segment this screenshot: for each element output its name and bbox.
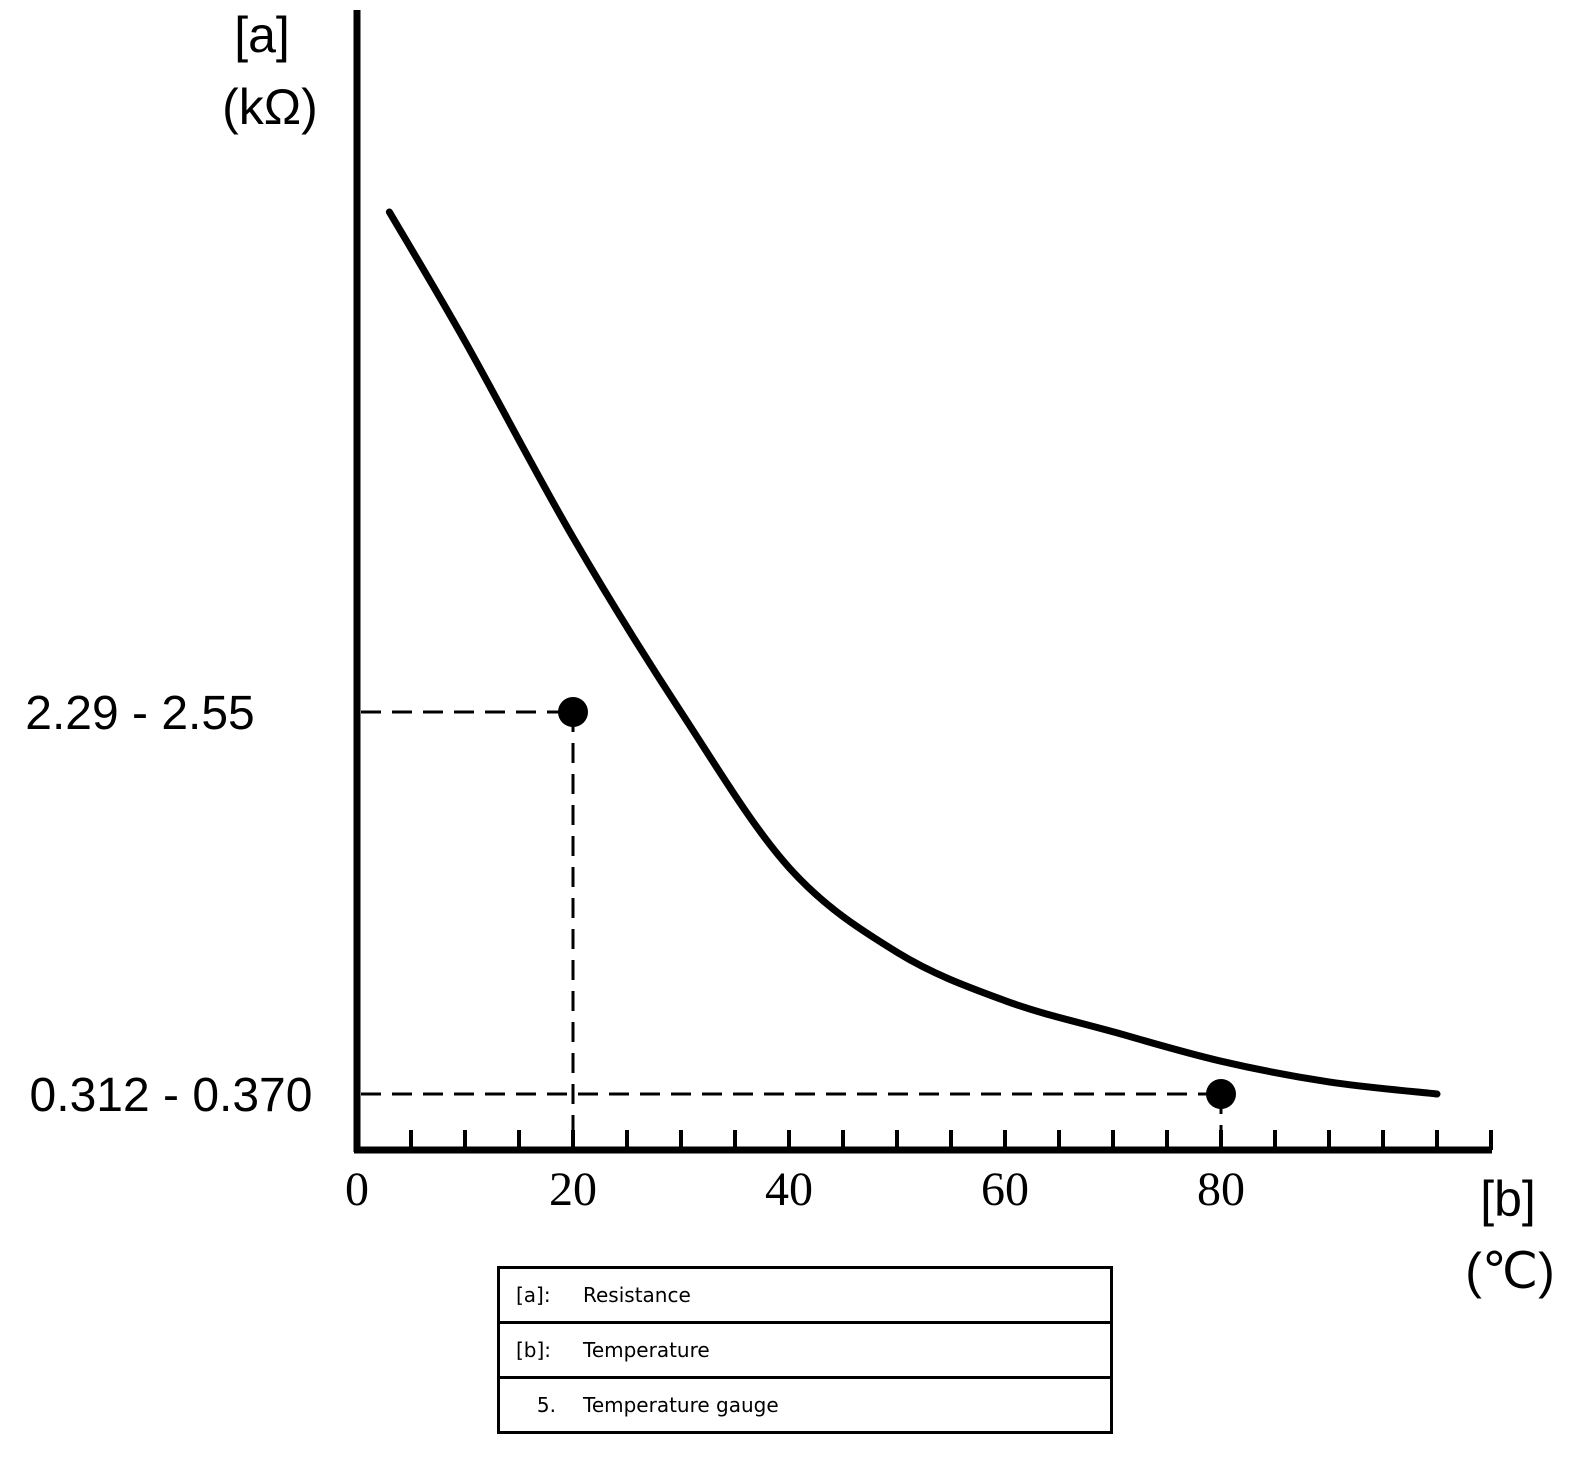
data-point (558, 697, 588, 727)
legend-key: 5. (536, 1393, 556, 1417)
x-tick-label: 40 (765, 1163, 813, 1216)
legend-row: [b]: Temperature (500, 1321, 1110, 1376)
legend-value: Temperature gauge (583, 1393, 779, 1417)
y-tick-label: 0.312 - 0.370 (30, 1069, 313, 1122)
y-axis-label: [a] (234, 7, 290, 63)
legend-key: [a]: (516, 1283, 551, 1307)
data-point (1206, 1079, 1236, 1109)
x-tick-label: 80 (1197, 1163, 1245, 1216)
series-line (385, 208, 1441, 1098)
x-tick-label: 60 (981, 1163, 1029, 1216)
plot-area: 0 20 40 60 80 2.29 - 2.55 0.312 - 0.370 (25, 10, 1493, 1216)
legend-value: Temperature (583, 1338, 710, 1362)
y-tick-label: 2.29 - 2.55 (25, 687, 255, 740)
legend-table: [a]: Resistance [b]: Temperature 5. Temp… (497, 1266, 1113, 1434)
x-axis-unit: (℃) (1465, 1243, 1554, 1299)
legend-key: [b]: (516, 1338, 552, 1362)
y-axis-unit: (kΩ) (222, 79, 318, 135)
legend-row: 5. Temperature gauge (500, 1376, 1110, 1431)
x-tick-label: 20 (549, 1163, 597, 1216)
x-axis-label: [b] (1480, 1171, 1536, 1227)
legend-value: Resistance (583, 1283, 691, 1307)
x-tick-label: 0 (345, 1163, 369, 1216)
legend-row: [a]: Resistance (500, 1269, 1110, 1321)
